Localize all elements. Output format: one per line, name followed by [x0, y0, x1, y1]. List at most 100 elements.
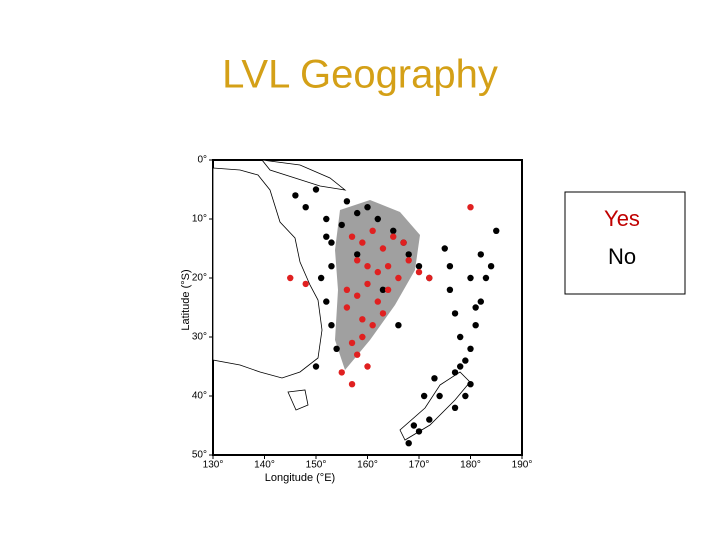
- point: [431, 375, 438, 382]
- point: [415, 263, 423, 270]
- point: [467, 204, 474, 211]
- point: [354, 351, 361, 358]
- point: [364, 204, 371, 211]
- legend-box: [564, 191, 686, 295]
- point: [323, 215, 330, 223]
- new-zealand: [399, 371, 471, 441]
- x-tick-label: 190°: [512, 460, 533, 471]
- point: [384, 263, 392, 270]
- point: [359, 316, 366, 323]
- point: [390, 233, 397, 240]
- point: [343, 198, 351, 205]
- y-tick-label: 50°: [192, 450, 207, 461]
- point: [312, 186, 320, 193]
- point: [477, 298, 484, 305]
- x-axis-label: Longitude (°E): [265, 472, 335, 484]
- point: [323, 298, 330, 305]
- legend: Yes No: [604, 206, 640, 269]
- point: [343, 304, 351, 311]
- point: [379, 286, 387, 293]
- point: [338, 221, 345, 229]
- point: [446, 286, 454, 293]
- plot: [287, 186, 500, 447]
- point: [374, 215, 381, 223]
- point: [374, 268, 381, 276]
- point: [374, 298, 381, 305]
- point: [451, 310, 459, 317]
- point: [317, 274, 325, 282]
- point: [436, 392, 443, 400]
- point: [390, 227, 397, 234]
- point: [302, 204, 309, 211]
- point: [477, 251, 484, 258]
- legend-label: Yes: [604, 206, 640, 231]
- y-tick-label: 20°: [192, 273, 207, 284]
- point: [451, 404, 459, 411]
- tasmania: [287, 389, 309, 411]
- point: [441, 245, 448, 252]
- point: [348, 339, 356, 347]
- point: [364, 280, 371, 288]
- point: [482, 274, 490, 282]
- lvl-region: [335, 200, 420, 370]
- point: [379, 245, 387, 252]
- coastlines: [212, 159, 471, 441]
- point: [369, 227, 376, 234]
- legend-label: No: [608, 244, 636, 269]
- point: [462, 392, 469, 400]
- point: [395, 274, 402, 282]
- point: [426, 416, 433, 423]
- point: [354, 251, 361, 258]
- y-axis-label: Latitude (°S): [180, 269, 192, 330]
- point: [415, 268, 423, 276]
- point: [364, 363, 371, 370]
- new-guinea: [261, 159, 347, 191]
- point: [400, 239, 407, 246]
- x-tick-label: 140°: [254, 460, 275, 471]
- point: [312, 363, 320, 370]
- point: [379, 310, 387, 317]
- australia: [212, 167, 323, 379]
- point: [405, 251, 412, 258]
- point: [467, 345, 474, 352]
- point: [451, 369, 459, 376]
- point: [446, 263, 454, 270]
- point: [462, 357, 469, 364]
- point: [457, 333, 464, 341]
- point: [420, 392, 428, 400]
- point: [287, 274, 294, 282]
- x-tick-label: 170°: [409, 460, 430, 471]
- point: [354, 257, 361, 264]
- point: [328, 263, 335, 270]
- point: [467, 274, 474, 282]
- point: [364, 263, 371, 270]
- point: [359, 239, 366, 246]
- point: [328, 322, 335, 329]
- point: [472, 304, 479, 311]
- point: [323, 233, 330, 240]
- point: [415, 428, 423, 435]
- point: [472, 322, 479, 329]
- point: [405, 257, 412, 264]
- point: [348, 233, 356, 240]
- point: [292, 192, 299, 199]
- point: [405, 440, 412, 447]
- point: [354, 292, 361, 299]
- point: [333, 345, 340, 352]
- point: [369, 322, 376, 329]
- point: [302, 280, 309, 288]
- point: [359, 333, 366, 341]
- point: [457, 363, 464, 370]
- point: [410, 422, 418, 429]
- y-tick-label: 30°: [192, 332, 207, 343]
- point: [354, 209, 361, 217]
- point: [338, 369, 345, 376]
- point: [328, 239, 335, 246]
- x-tick-label: 160°: [357, 460, 378, 471]
- x-tick-label: 150°: [306, 460, 327, 471]
- point: [348, 381, 356, 388]
- point: [384, 286, 392, 293]
- point: [467, 381, 474, 388]
